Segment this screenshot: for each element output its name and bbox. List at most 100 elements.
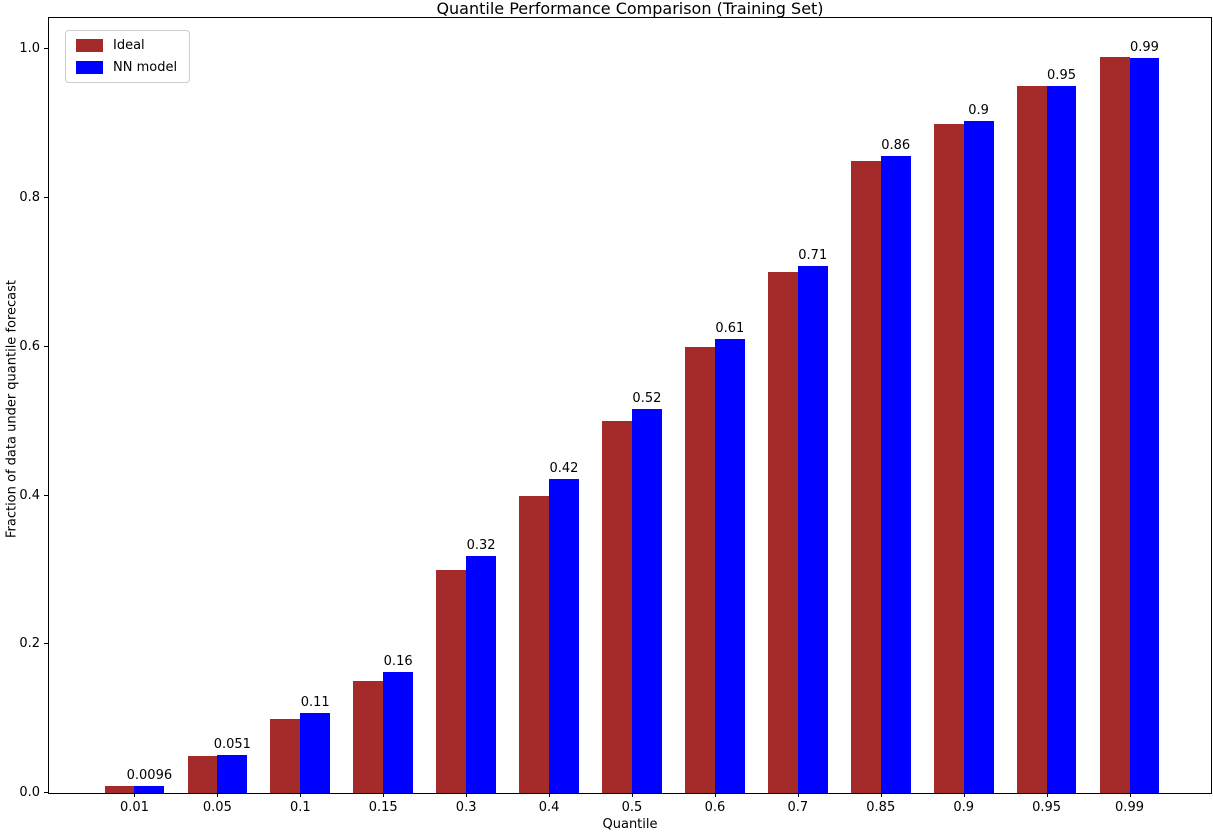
x-tick-mark bbox=[880, 793, 882, 797]
bar-value-label: 0.0096 bbox=[126, 767, 173, 783]
bar-value-label: 0.71 bbox=[798, 247, 828, 263]
bar-nn-model bbox=[466, 556, 496, 793]
bar-ideal bbox=[1099, 56, 1130, 793]
legend-entry-ideal: Ideal bbox=[76, 38, 177, 53]
x-tick-label: 0.05 bbox=[202, 800, 232, 815]
x-tick-label: 0.01 bbox=[119, 800, 149, 815]
bar-nn-model bbox=[549, 479, 579, 793]
x-tick-label: 0.5 bbox=[621, 800, 643, 815]
y-tick-mark bbox=[44, 792, 48, 793]
bar-group: 0.051 0.05 bbox=[176, 18, 259, 815]
y-tick-label: 0.2 bbox=[19, 636, 40, 652]
bar-nn-model bbox=[300, 713, 331, 793]
x-tick-label: 0.15 bbox=[368, 800, 398, 815]
bar-nn-model bbox=[134, 785, 165, 793]
bar-group: 0.52 0.5 bbox=[591, 18, 674, 815]
y-tick-mark bbox=[44, 643, 48, 645]
y-tick-label: 0.6 bbox=[19, 338, 40, 354]
bar-ideal bbox=[519, 495, 550, 793]
x-axis-label: Quantile bbox=[602, 817, 658, 832]
y-axis-label-text: Fraction of data under quantile forecast bbox=[4, 279, 20, 539]
bar-nn-model bbox=[963, 121, 994, 793]
legend-swatch-ideal bbox=[76, 39, 103, 52]
legend-entry-nn-model: NN model bbox=[76, 60, 177, 75]
y-tick-mark bbox=[44, 345, 48, 347]
bar-value-label: 0.61 bbox=[715, 320, 745, 336]
y-tick-label: 0.4 bbox=[19, 487, 40, 503]
bar-value-label: 0.86 bbox=[881, 137, 911, 153]
bars-container: 0.0096 0.01 0.051 0.05 0.11 0.1 0.16 0.15 0.32 0.… bbox=[49, 18, 1211, 815]
bar-ideal bbox=[1016, 86, 1047, 793]
bar-group: 0.95 0.95 bbox=[1005, 18, 1088, 815]
bar-nn-model bbox=[797, 265, 828, 793]
bar-nn-model bbox=[1129, 58, 1160, 793]
x-tick-label: 0.95 bbox=[1032, 800, 1062, 815]
bar-group: 0.9 0.9 bbox=[922, 18, 1005, 815]
bar-group: 0.99 0.99 bbox=[1088, 18, 1171, 815]
bar-group: 0.71 0.7 bbox=[756, 18, 839, 815]
x-tick-label: 0.9 bbox=[953, 800, 975, 815]
bar-nn-model bbox=[217, 755, 248, 793]
x-tick-mark bbox=[714, 793, 716, 797]
bar-value-label: 0.95 bbox=[1047, 67, 1076, 83]
bar-ideal bbox=[270, 718, 301, 793]
x-tick-label: 0.4 bbox=[538, 800, 560, 815]
legend-label-ideal: Ideal bbox=[113, 38, 145, 53]
x-tick-mark bbox=[963, 793, 965, 797]
bar-ideal bbox=[353, 681, 384, 793]
y-tick-mark bbox=[44, 197, 48, 198]
bar-nn-model bbox=[383, 671, 414, 793]
x-tick-label: 0.1 bbox=[289, 800, 311, 815]
bar-ideal bbox=[104, 785, 135, 793]
legend: Ideal NN model bbox=[65, 30, 191, 83]
x-tick-label: 0.7 bbox=[787, 800, 809, 815]
bar-ideal bbox=[602, 421, 632, 793]
bar-nn-model bbox=[631, 409, 662, 793]
bar-value-label: 0.051 bbox=[213, 737, 251, 753]
x-tick-label: 0.99 bbox=[1115, 800, 1144, 815]
bar-ideal bbox=[187, 755, 218, 793]
x-tick-mark bbox=[797, 793, 799, 797]
bar-group: 0.11 0.1 bbox=[259, 18, 342, 815]
bar-ideal bbox=[850, 160, 881, 793]
bar-ideal bbox=[767, 272, 798, 793]
x-tick-label: 0.85 bbox=[866, 800, 896, 815]
y-tick-label: 0.8 bbox=[19, 190, 40, 205]
x-tick-mark bbox=[1129, 793, 1131, 797]
y-tick-mark bbox=[44, 48, 48, 50]
bar-nn-model bbox=[714, 338, 745, 793]
bar-value-label: 0.52 bbox=[632, 391, 662, 407]
legend-swatch-nn-model bbox=[76, 61, 103, 74]
bar-group: 0.42 0.4 bbox=[508, 18, 591, 815]
plot-area: Ideal NN model 0.0 0.2 0.4 0.6 0.8 1.0 0.0096… bbox=[19, 17, 1212, 815]
bar-group: 0.86 0.85 bbox=[839, 18, 922, 815]
bar-value-label: 0.32 bbox=[466, 538, 496, 554]
chart-title: Quantile Performance Comparison (Trainin… bbox=[436, 0, 824, 18]
bar-value-label: 0.42 bbox=[549, 461, 579, 477]
bar-value-label: 0.9 bbox=[968, 103, 989, 119]
y-tick-label: 0.0 bbox=[19, 785, 40, 800]
bar-ideal bbox=[933, 123, 964, 793]
bar-nn-model bbox=[1046, 85, 1077, 793]
x-tick-mark bbox=[466, 793, 468, 797]
x-tick-label: 0.3 bbox=[455, 800, 477, 815]
x-tick-mark bbox=[383, 793, 385, 797]
legend-label-nn-model: NN model bbox=[113, 60, 178, 75]
bar-group: 0.0096 0.01 bbox=[93, 18, 176, 815]
x-tick-mark bbox=[1046, 793, 1048, 797]
x-tick-mark bbox=[631, 793, 633, 797]
x-tick-label: 0.6 bbox=[704, 800, 726, 815]
bar-nn-model bbox=[880, 155, 911, 793]
bar-group: 0.16 0.15 bbox=[342, 18, 425, 815]
bar-value-label: 0.16 bbox=[383, 653, 413, 669]
bar-group: 0.32 0.3 bbox=[425, 18, 508, 815]
bar-ideal bbox=[436, 569, 467, 793]
bar-value-label: 0.99 bbox=[1129, 40, 1159, 56]
x-tick-mark bbox=[300, 793, 302, 797]
x-tick-mark bbox=[217, 793, 219, 797]
y-tick-mark bbox=[44, 494, 48, 496]
bar-ideal bbox=[685, 346, 715, 793]
bar-value-label: 0.11 bbox=[300, 695, 330, 711]
x-tick-mark bbox=[134, 793, 136, 797]
